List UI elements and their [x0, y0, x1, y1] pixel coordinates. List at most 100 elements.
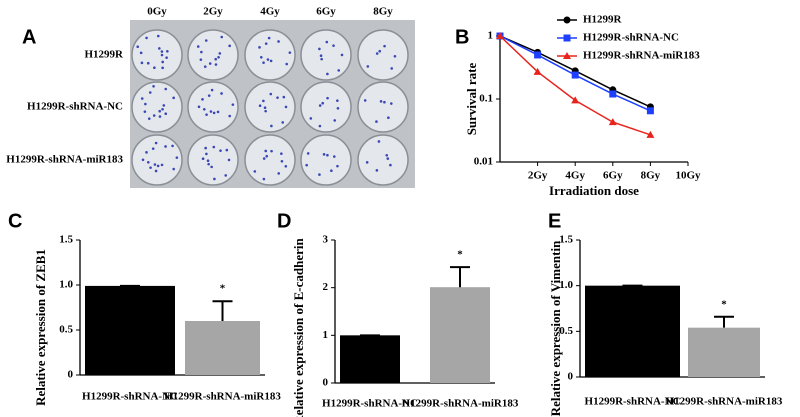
y-tick-label: 1.0	[59, 279, 73, 291]
colony	[212, 111, 216, 115]
colony	[216, 110, 220, 114]
colony	[390, 67, 394, 70]
colony	[336, 164, 339, 168]
colony	[204, 39, 208, 42]
colony	[320, 57, 323, 61]
colony	[333, 155, 336, 158]
y-axis-label: Survival rate	[464, 62, 479, 135]
colony	[288, 51, 292, 54]
colony	[225, 148, 229, 152]
x-tick-label: 2Gy	[528, 170, 548, 182]
row-label: H1299R	[85, 49, 125, 61]
colony	[318, 173, 321, 176]
colony	[207, 94, 211, 97]
colony	[276, 96, 279, 99]
dish	[300, 81, 352, 133]
colony	[306, 152, 310, 155]
colony	[280, 152, 283, 155]
legend-marker	[563, 16, 571, 24]
colony	[136, 45, 140, 48]
dish	[357, 29, 409, 81]
point	[646, 107, 654, 115]
colony	[387, 116, 390, 120]
colony	[326, 153, 329, 157]
colony	[161, 66, 164, 70]
colony	[266, 58, 270, 61]
colony	[201, 157, 205, 161]
colony	[156, 164, 160, 168]
colony	[207, 162, 210, 166]
y-axis-label: Relative expression of E-cadherin	[291, 238, 306, 417]
colony	[139, 51, 143, 55]
colony	[149, 166, 152, 169]
point	[608, 118, 617, 126]
colony	[377, 140, 381, 143]
colony	[267, 36, 271, 40]
x-tick-label: 8Gy	[641, 170, 661, 182]
colony	[172, 96, 175, 100]
legend-label: H1299R	[583, 14, 623, 26]
y-tick-label: 1	[323, 329, 329, 341]
colony	[383, 100, 386, 104]
colony	[160, 163, 164, 167]
colony	[319, 54, 323, 58]
colony	[210, 88, 214, 92]
colony	[156, 34, 160, 38]
panel-label: D	[277, 210, 291, 232]
y-tick-label: 0.5	[559, 325, 573, 337]
y-tick-label: 3	[323, 234, 329, 246]
colony	[390, 102, 393, 105]
colony	[158, 109, 162, 113]
bar	[340, 335, 400, 383]
colony	[164, 145, 167, 148]
y-axis-label: Relative expression of Vimentin	[548, 240, 563, 416]
colony	[259, 55, 263, 59]
colony	[305, 163, 308, 167]
dish	[244, 29, 296, 81]
colony	[220, 92, 223, 95]
bar	[85, 285, 175, 375]
colony	[285, 62, 289, 66]
colony	[375, 52, 379, 55]
x-tick-label: 10Gy	[675, 170, 701, 182]
colony	[204, 146, 207, 150]
colony	[277, 40, 280, 43]
colony	[164, 112, 168, 116]
dish	[131, 81, 183, 133]
dish	[187, 134, 239, 186]
colony	[203, 65, 207, 68]
colony	[379, 100, 383, 103]
colony	[231, 103, 235, 106]
legend-label: H1299R-shRNA-miR183	[583, 50, 700, 62]
colony	[210, 165, 213, 169]
colony	[264, 109, 267, 113]
colony	[309, 117, 313, 120]
panel-label: C	[8, 210, 22, 232]
y-tick-label: 1.5	[59, 234, 73, 246]
column-label: 2Gy	[203, 6, 223, 18]
colony	[151, 147, 155, 150]
dish	[187, 29, 239, 81]
colony	[154, 169, 158, 173]
significance: *	[721, 298, 727, 310]
colony	[213, 177, 216, 181]
colony	[145, 151, 148, 154]
colony	[161, 107, 164, 111]
colony	[322, 153, 326, 156]
dish	[357, 134, 409, 186]
y-tick-label: 1.5	[559, 234, 573, 246]
colony	[386, 157, 390, 160]
colony	[214, 63, 218, 66]
colony	[258, 104, 262, 108]
colony	[154, 141, 158, 145]
colony	[162, 104, 166, 107]
dish	[131, 29, 183, 81]
colony	[146, 61, 150, 65]
x-tick-label: 6Gy	[603, 170, 623, 182]
colony	[265, 154, 269, 158]
category-label: H1299R-shRNA-NC	[322, 398, 418, 410]
category-label: H1299R-shRNA-miR183	[666, 396, 783, 408]
colony	[220, 35, 224, 39]
panel-label: A	[22, 26, 36, 48]
